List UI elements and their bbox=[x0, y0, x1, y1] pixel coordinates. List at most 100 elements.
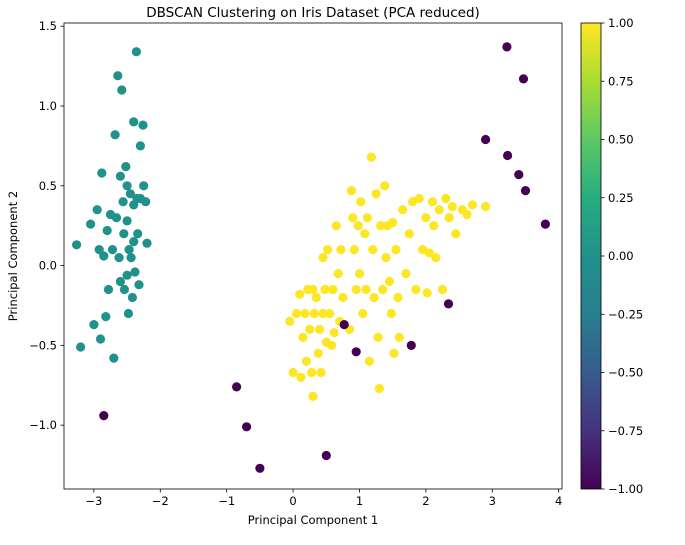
x-tick-label: −3 bbox=[85, 494, 102, 508]
data-point bbox=[331, 221, 341, 231]
data-point bbox=[135, 141, 145, 151]
data-point bbox=[437, 284, 448, 295]
data-point bbox=[429, 221, 439, 231]
data-point bbox=[327, 340, 337, 350]
data-point bbox=[414, 193, 424, 204]
data-point bbox=[434, 205, 444, 215]
data-point bbox=[122, 216, 132, 226]
data-point bbox=[125, 189, 135, 199]
data-point bbox=[119, 284, 129, 295]
data-point bbox=[94, 245, 104, 255]
data-point bbox=[503, 150, 513, 161]
data-point bbox=[514, 170, 524, 180]
data-point bbox=[481, 134, 491, 145]
data-point bbox=[371, 189, 381, 199]
data-point bbox=[111, 213, 122, 223]
data-point bbox=[366, 152, 376, 162]
y-tick-label: −0.5 bbox=[29, 338, 57, 352]
data-point bbox=[255, 463, 265, 473]
y-axis-label: Principal Component 2 bbox=[6, 191, 20, 321]
data-point bbox=[374, 383, 384, 394]
data-point bbox=[291, 308, 301, 319]
data-point bbox=[443, 299, 454, 309]
data-point bbox=[139, 181, 149, 191]
data-point bbox=[320, 284, 330, 295]
data-point bbox=[114, 253, 124, 263]
data-point bbox=[109, 353, 119, 363]
x-tick-label: −1 bbox=[218, 494, 235, 508]
data-point bbox=[316, 367, 326, 378]
data-point bbox=[122, 181, 132, 191]
data-point bbox=[110, 130, 120, 140]
data-point bbox=[338, 292, 348, 303]
cluster-0-points bbox=[72, 47, 152, 363]
y-tick-label: 1.5 bbox=[39, 19, 57, 33]
data-point bbox=[242, 422, 252, 432]
data-point bbox=[346, 186, 357, 196]
data-point bbox=[451, 229, 461, 239]
data-point bbox=[142, 238, 152, 248]
colorbar-tick-label: 1.00 bbox=[608, 16, 634, 30]
data-point bbox=[92, 205, 102, 215]
data-point bbox=[308, 391, 318, 401]
colorbar-gradient bbox=[581, 23, 601, 489]
data-point bbox=[518, 74, 529, 84]
data-point bbox=[122, 270, 132, 280]
data-point bbox=[115, 276, 125, 287]
data-point bbox=[126, 253, 136, 263]
data-point bbox=[117, 85, 127, 95]
data-point bbox=[134, 280, 144, 290]
data-point bbox=[315, 324, 325, 334]
data-point bbox=[328, 284, 338, 295]
cluster-1-points bbox=[285, 152, 491, 401]
data-point bbox=[422, 288, 432, 298]
data-point bbox=[321, 450, 331, 461]
y-tick-label: 1.0 bbox=[39, 99, 57, 113]
data-point bbox=[431, 253, 441, 263]
data-point bbox=[127, 292, 137, 303]
data-point bbox=[130, 267, 140, 277]
data-point bbox=[131, 47, 141, 57]
colorbar-tick-label: 0.25 bbox=[608, 191, 634, 205]
colorbar-tick-label: 0.75 bbox=[608, 74, 634, 88]
data-point bbox=[329, 328, 339, 338]
data-point bbox=[362, 213, 372, 223]
data-point bbox=[325, 308, 335, 319]
data-point bbox=[406, 340, 416, 350]
data-point bbox=[360, 229, 370, 239]
data-point bbox=[301, 356, 311, 366]
data-point bbox=[298, 332, 308, 342]
data-point bbox=[380, 181, 390, 191]
scatter-points bbox=[72, 42, 551, 473]
data-point bbox=[376, 221, 386, 231]
data-point bbox=[103, 284, 114, 295]
x-axis-label: Principal Component 1 bbox=[248, 513, 378, 527]
colorbar: 1.00 0.75 0.50 0.25 0.00 −0.25 −0.50 −0.75 −1.00 bbox=[580, 16, 643, 496]
data-point bbox=[444, 213, 454, 223]
data-point bbox=[300, 308, 310, 319]
data-point bbox=[76, 342, 86, 352]
data-point bbox=[540, 219, 551, 229]
data-point bbox=[313, 348, 323, 358]
x-tick-label: 2 bbox=[422, 494, 429, 508]
data-point bbox=[336, 245, 346, 255]
data-point bbox=[394, 332, 404, 342]
data-point bbox=[124, 245, 134, 255]
data-point bbox=[348, 213, 358, 223]
data-point bbox=[305, 324, 315, 334]
data-point bbox=[462, 209, 472, 220]
colorbar-tick-label: −0.50 bbox=[608, 366, 643, 380]
y-axis-ticks: −1.0 −0.5 0.0 0.5 1.0 1.5 bbox=[29, 19, 64, 432]
data-point bbox=[389, 348, 399, 358]
x-tick-label: 1 bbox=[356, 494, 363, 508]
colorbar-tick-label: −0.25 bbox=[608, 307, 643, 321]
plot-area bbox=[64, 23, 562, 489]
data-point bbox=[118, 197, 128, 207]
data-point bbox=[99, 251, 109, 261]
colorbar-tick-label: −1.00 bbox=[608, 482, 643, 496]
data-point bbox=[308, 284, 318, 295]
y-tick-label: 0.5 bbox=[39, 179, 57, 193]
data-point bbox=[351, 347, 361, 357]
